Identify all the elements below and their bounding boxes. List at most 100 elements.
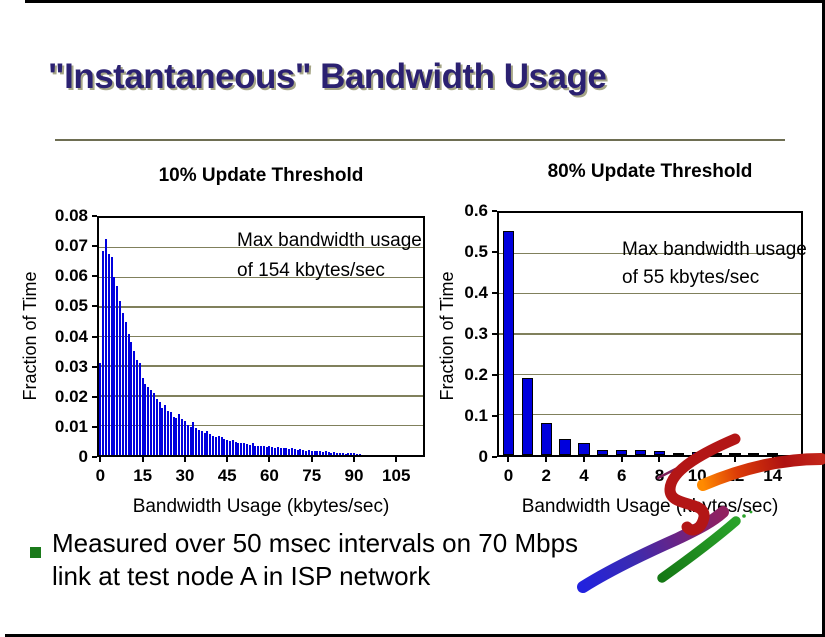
bar [276, 447, 279, 455]
x-tick-label: 0 [503, 466, 514, 485]
bar [133, 351, 136, 455]
bullet-line1: Measured over 50 msec intervals on 70 Mb… [52, 528, 579, 558]
chart2-annotation-line1: Max bandwidth usage [622, 239, 807, 260]
y-tick-mark [92, 245, 97, 248]
bar [209, 434, 212, 455]
bar [672, 453, 684, 455]
y-tick-mark [492, 333, 497, 335]
bar [358, 453, 361, 455]
x-tick-mark [696, 457, 699, 462]
bullet-line2: link at test node A in ISP network [52, 561, 431, 591]
bar [130, 342, 133, 455]
chart2-plot [497, 211, 803, 457]
y-tick-mark [92, 335, 97, 338]
x-tick-label: 15 [133, 466, 153, 485]
x-tick-label: 14 [763, 466, 783, 485]
chart2-x-axis-title: Bandwidth Usage (kbytes/sec) [521, 496, 779, 517]
bar [192, 422, 195, 455]
bar [203, 432, 206, 455]
bar [310, 450, 313, 455]
x-tick-label: 6 [616, 466, 627, 485]
bar [288, 449, 291, 455]
bar [138, 363, 141, 455]
bar [186, 425, 189, 455]
bar [691, 452, 703, 455]
gridline [499, 333, 801, 335]
y-tick-label: 0.2 [464, 365, 488, 384]
x-tick-mark [310, 457, 313, 462]
y-tick-mark [492, 251, 497, 253]
bar [333, 452, 336, 455]
swoosh-green-stroke [657, 516, 741, 583]
bar [305, 450, 308, 455]
bar [710, 453, 722, 455]
y-tick-mark [92, 215, 97, 217]
bar [116, 286, 119, 455]
bar [217, 435, 220, 455]
bar [313, 451, 316, 455]
gridline [99, 395, 423, 397]
bar [274, 447, 277, 455]
bar [155, 398, 158, 455]
chart1-annotation: Max bandwidth usage of 154 kbytes/sec [237, 226, 422, 286]
x-tick-label: 0 [95, 466, 106, 485]
bullet-icon [30, 547, 41, 558]
chart2-title: 80% Update Threshold [547, 161, 753, 182]
x-tick-mark [658, 457, 661, 462]
bar [521, 378, 533, 455]
y-tick-mark [92, 425, 97, 428]
chart2-annotation-line2: of 55 kbytes/sec [622, 267, 760, 288]
bar [302, 450, 305, 455]
x-tick-label: 2 [541, 466, 551, 485]
x-tick-label: 75 [302, 466, 322, 485]
bar [243, 443, 246, 455]
chart1-annotation-line2: of 154 kbytes/sec [237, 260, 385, 281]
bar [228, 440, 231, 455]
y-tick-label: 0 [478, 447, 488, 466]
bar [200, 431, 203, 455]
x-tick-mark [395, 457, 398, 462]
x-tick-mark [183, 457, 186, 462]
x-tick-mark [226, 457, 229, 462]
y-tick-label: 0.01 [54, 416, 88, 436]
y-tick-mark [492, 210, 497, 212]
bar [144, 383, 147, 455]
bar [355, 453, 358, 455]
bar [324, 451, 327, 455]
bar [169, 412, 172, 455]
chart1-annotation-line1: Max bandwidth usage [237, 230, 422, 251]
bar [279, 447, 282, 455]
y-tick-mark [92, 305, 97, 308]
bar [164, 404, 167, 455]
bar [240, 442, 243, 455]
y-tick-mark [492, 292, 497, 294]
bar [344, 453, 347, 455]
bar [234, 441, 237, 455]
bar [578, 442, 590, 455]
bar [110, 256, 113, 455]
x-tick-mark [141, 457, 144, 462]
chart2-annotation: Max bandwidth usage of 55 kbytes/sec [622, 236, 807, 292]
y-tick-mark [92, 395, 97, 398]
y-tick-mark [492, 374, 497, 376]
bar [327, 452, 330, 455]
bar [316, 450, 319, 455]
bar [113, 277, 116, 455]
bar [223, 438, 226, 455]
bar [265, 446, 268, 455]
bar [181, 419, 184, 455]
x-tick-mark [620, 457, 623, 462]
bar [172, 416, 175, 455]
bar [285, 447, 288, 455]
bar [136, 360, 139, 455]
bar [299, 449, 302, 455]
x-tick-mark [733, 457, 736, 462]
title-underline-rule [55, 139, 785, 141]
bar [321, 452, 324, 455]
bar [597, 450, 609, 455]
y-tick-mark [92, 456, 97, 458]
y-tick-mark [92, 275, 97, 278]
bar [231, 440, 234, 455]
chart1-x-axis-title: Bandwidth Usage (kbytes/sec) [132, 496, 390, 517]
